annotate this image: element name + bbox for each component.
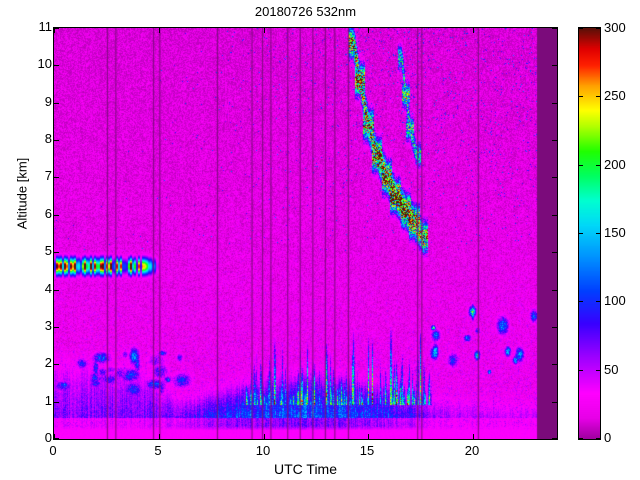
x-axis-tick: [264, 434, 265, 439]
y-axis-tick-label: 8: [44, 131, 52, 146]
y-axis-tick-label: 6: [44, 206, 52, 221]
x-axis-tick-label: 10: [255, 443, 271, 458]
x-axis-tick: [473, 28, 474, 33]
colorbar-tick: [596, 28, 600, 29]
y-axis-tick: [552, 177, 557, 178]
x-axis-tick: [473, 434, 474, 439]
y-axis-tick: [54, 402, 59, 403]
x-axis-label: UTC Time: [274, 461, 337, 477]
colorbar-gradient-canvas: [579, 28, 600, 439]
y-axis-tick-label: 3: [44, 318, 52, 333]
colorbar-tick: [579, 370, 583, 371]
backscatter-heatmap-canvas: [54, 28, 557, 439]
colorbar-tick: [596, 370, 600, 371]
y-axis-tick-label: 1: [44, 393, 52, 408]
heatmap-plot-area[interactable]: [53, 27, 558, 440]
y-axis-tick: [552, 438, 557, 439]
y-axis-tick-label: 9: [44, 94, 52, 109]
x-axis-tick-label: 20: [464, 443, 480, 458]
colorbar-tick-label: 300: [604, 20, 626, 35]
colorbar-tick-label: 150: [604, 225, 626, 240]
colorbar-tick: [579, 28, 583, 29]
colorbar-tick: [579, 233, 583, 234]
y-axis-label: Altitude [km]: [14, 157, 30, 230]
colorbar[interactable]: [578, 27, 601, 440]
colorbar-tick: [579, 301, 583, 302]
y-axis-tick: [552, 364, 557, 365]
colorbar-tick: [596, 96, 600, 97]
y-axis-tick: [552, 290, 557, 291]
y-axis-tick: [552, 402, 557, 403]
y-axis-tick-label: 2: [44, 355, 52, 370]
y-axis-tick: [54, 65, 59, 66]
x-axis-tick-label: 0: [49, 443, 57, 458]
colorbar-tick: [579, 165, 583, 166]
colorbar-tick-label: 50: [604, 362, 619, 377]
colorbar-tick-label: 0: [604, 430, 612, 445]
y-axis-tick: [552, 28, 557, 29]
y-axis-tick: [552, 140, 557, 141]
y-axis-tick: [552, 252, 557, 253]
y-axis-tick: [552, 327, 557, 328]
x-axis-tick: [368, 434, 369, 439]
y-axis-tick-label: 7: [44, 168, 52, 183]
y-axis-tick: [54, 252, 59, 253]
x-axis-tick: [54, 28, 55, 33]
x-axis-tick-label: 15: [359, 443, 375, 458]
y-axis-tick: [54, 103, 59, 104]
y-axis-tick: [54, 364, 59, 365]
y-axis-tick: [54, 438, 59, 439]
colorbar-tick: [596, 233, 600, 234]
colorbar-tick: [596, 438, 600, 439]
page-title: 20180726 532nm: [254, 4, 357, 19]
colorbar-tick: [596, 165, 600, 166]
y-axis-tick: [54, 327, 59, 328]
colorbar-tick-label: 200: [604, 157, 626, 172]
colorbar-tick: [579, 96, 583, 97]
y-axis-tick: [552, 215, 557, 216]
y-axis-tick: [552, 65, 557, 66]
x-axis-tick: [159, 434, 160, 439]
y-axis-tick-label: 11: [38, 19, 53, 34]
y-axis-tick: [54, 177, 59, 178]
x-axis-tick-label: 5: [154, 443, 162, 458]
x-axis-tick: [264, 28, 265, 33]
x-axis-tick: [54, 434, 55, 439]
y-axis-tick-label: 10: [37, 56, 52, 71]
y-axis-tick-label: 0: [44, 430, 52, 445]
y-axis-tick-label: 4: [44, 281, 52, 296]
x-axis-tick: [368, 28, 369, 33]
y-axis-tick: [54, 215, 59, 216]
y-axis-tick-label: 5: [44, 243, 52, 258]
y-axis-tick: [54, 28, 59, 29]
colorbar-tick: [596, 301, 600, 302]
y-axis-tick: [54, 140, 59, 141]
colorbar-tick-label: 100: [604, 293, 626, 308]
colorbar-tick: [579, 438, 583, 439]
x-axis-tick: [159, 28, 160, 33]
y-axis-tick: [552, 103, 557, 104]
colorbar-tick-label: 250: [604, 88, 626, 103]
y-axis-tick: [54, 290, 59, 291]
